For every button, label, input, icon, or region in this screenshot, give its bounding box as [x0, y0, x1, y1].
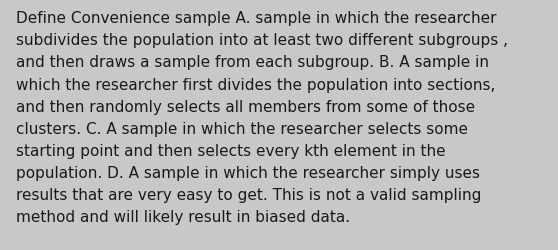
Text: subdivides the population into at least two different subgroups ,: subdivides the population into at least … — [16, 33, 508, 48]
Text: and then draws a sample from each subgroup. B. A sample in: and then draws a sample from each subgro… — [16, 55, 489, 70]
Text: starting point and then selects every kth element in the: starting point and then selects every kt… — [16, 143, 445, 158]
Text: which the researcher first divides the population into sections,: which the researcher first divides the p… — [16, 77, 495, 92]
Text: Define Convenience sample A. sample in which the researcher: Define Convenience sample A. sample in w… — [16, 11, 496, 26]
Text: method and will likely result in biased data.: method and will likely result in biased … — [16, 209, 350, 224]
Text: clusters. C. A sample in which the researcher selects some: clusters. C. A sample in which the resea… — [16, 121, 468, 136]
Text: results that are very easy to get. This is not a valid sampling: results that are very easy to get. This … — [16, 187, 481, 202]
Text: population. D. A sample in which the researcher simply uses: population. D. A sample in which the res… — [16, 165, 480, 180]
Text: and then randomly selects all members from some of those: and then randomly selects all members fr… — [16, 99, 475, 114]
